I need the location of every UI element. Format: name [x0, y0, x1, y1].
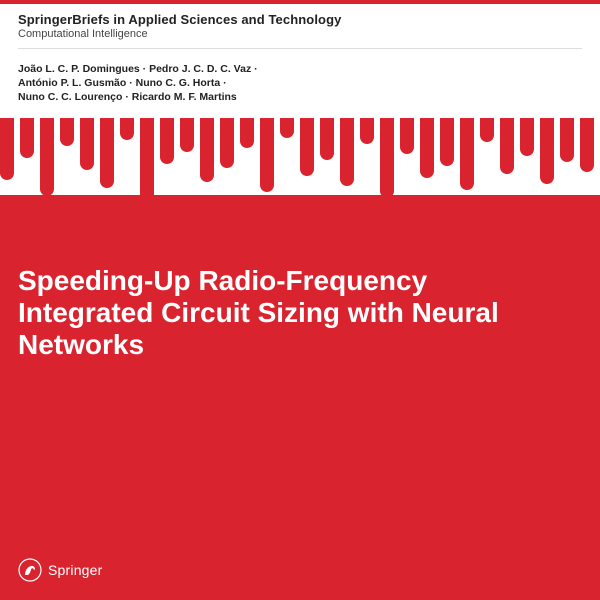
- drip-bar: [320, 118, 334, 160]
- drip-bar: [540, 118, 554, 184]
- drip-bar: [580, 118, 594, 172]
- book-title: Speeding-Up Radio-Frequency Integrated C…: [18, 265, 540, 362]
- drip-bar: [140, 118, 154, 206]
- series-block: SpringerBriefs in Applied Sciences and T…: [18, 12, 341, 40]
- drip-bar: [400, 118, 414, 154]
- drip-bar: [460, 118, 474, 190]
- authors-line: Nuno C. C. Lourenço · Ricardo M. F. Mart…: [18, 90, 582, 104]
- drip-bar: [120, 118, 134, 140]
- drip-bar: [60, 118, 74, 146]
- drip-bar: [20, 118, 34, 158]
- drip-bar: [440, 118, 454, 166]
- red-panel: Speeding-Up Radio-Frequency Integrated C…: [0, 195, 600, 600]
- series-subtitle: Computational Intelligence: [18, 28, 341, 40]
- drip-bar: [420, 118, 434, 178]
- drip-bar: [0, 118, 14, 180]
- drip-bar: [300, 118, 314, 176]
- springer-horse-icon: [18, 558, 42, 582]
- drip-bar: [100, 118, 114, 188]
- drip-bar: [520, 118, 534, 156]
- drip-bar: [220, 118, 234, 168]
- series-title: SpringerBriefs in Applied Sciences and T…: [18, 12, 341, 27]
- drip-bar: [340, 118, 354, 186]
- drip-bar: [80, 118, 94, 170]
- drip-bar: [240, 118, 254, 148]
- drip-bar: [160, 118, 174, 164]
- drip-bar: [260, 118, 274, 192]
- authors-line: João L. C. P. Domingues · Pedro J. C. D.…: [18, 62, 582, 76]
- drip-bar: [360, 118, 374, 144]
- drip-bar: [380, 118, 394, 198]
- drip-bar: [40, 118, 54, 196]
- book-cover: SpringerBriefs in Applied Sciences and T…: [0, 0, 600, 600]
- drip-bar: [180, 118, 194, 152]
- horizontal-divider: [18, 48, 582, 49]
- publisher-name: Springer: [48, 562, 103, 578]
- drip-bar: [200, 118, 214, 182]
- drip-bar: [500, 118, 514, 174]
- authors-block: João L. C. P. Domingues · Pedro J. C. D.…: [18, 62, 582, 105]
- drip-bar: [560, 118, 574, 162]
- top-accent-bar: [0, 0, 600, 4]
- authors-line: António P. L. Gusmão · Nuno C. G. Horta …: [18, 76, 582, 90]
- drip-bar: [480, 118, 494, 142]
- publisher-logo: Springer: [18, 558, 103, 582]
- drip-bar: [280, 118, 294, 138]
